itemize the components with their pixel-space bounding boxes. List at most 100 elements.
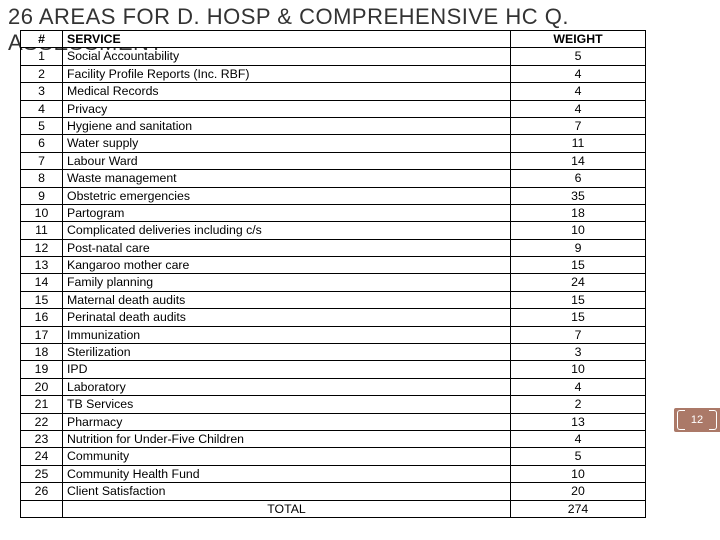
table-row: 10Partogram18 [21, 204, 646, 221]
cell-service: Family planning [63, 274, 511, 291]
table-row: 17Immunization7 [21, 326, 646, 343]
cell-weight: 10 [511, 465, 646, 482]
cell-service: Community Health Fund [63, 465, 511, 482]
table-row: 18Sterilization3 [21, 344, 646, 361]
cell-weight: 15 [511, 309, 646, 326]
cell-number: 20 [21, 378, 63, 395]
col-header-weight: WEIGHT [511, 31, 646, 48]
cell-number: 23 [21, 430, 63, 447]
slide-number: 12 [691, 414, 703, 426]
cell-number: 18 [21, 344, 63, 361]
cell-weight: 14 [511, 152, 646, 169]
cell-weight: 9 [511, 239, 646, 256]
cell-number: 6 [21, 135, 63, 152]
cell-number: 19 [21, 361, 63, 378]
cell-number: 17 [21, 326, 63, 343]
cell-weight: 20 [511, 483, 646, 500]
cell-weight: 3 [511, 344, 646, 361]
cell-weight: 10 [511, 222, 646, 239]
table-total-row: TOTAL274 [21, 500, 646, 517]
table-body: 1Social Accountability52Facility Profile… [21, 48, 646, 518]
cell-service: Hygiene and sanitation [63, 117, 511, 134]
cell-service: Sterilization [63, 344, 511, 361]
cell-number: 11 [21, 222, 63, 239]
table-row: 21TB Services2 [21, 396, 646, 413]
cell-service: Post-natal care [63, 239, 511, 256]
cell-weight: 15 [511, 257, 646, 274]
cell-number: 5 [21, 117, 63, 134]
table-row: 3Medical Records4 [21, 83, 646, 100]
cell-number: 22 [21, 413, 63, 430]
table-row: 6Water supply11 [21, 135, 646, 152]
cell-number: 16 [21, 309, 63, 326]
cell-service: Client Satisfaction [63, 483, 511, 500]
table-row: 13Kangaroo mother care15 [21, 257, 646, 274]
cell-number: 2 [21, 65, 63, 82]
cell-service: Maternal death audits [63, 291, 511, 308]
table-row: 7Labour Ward14 [21, 152, 646, 169]
cell-number: 10 [21, 204, 63, 221]
cell-number: 3 [21, 83, 63, 100]
table-row: 4Privacy4 [21, 100, 646, 117]
cell-number: 8 [21, 170, 63, 187]
table-row: 2Facility Profile Reports (Inc. RBF)4 [21, 65, 646, 82]
cell-total-label: TOTAL [63, 500, 511, 517]
cell-weight: 11 [511, 135, 646, 152]
cell-weight: 5 [511, 448, 646, 465]
table-row: 16Perinatal death audits15 [21, 309, 646, 326]
cell-service: Complicated deliveries including c/s [63, 222, 511, 239]
cell-weight: 10 [511, 361, 646, 378]
table-row: 8Waste management6 [21, 170, 646, 187]
table-row: 5Hygiene and sanitation7 [21, 117, 646, 134]
cell-service: Facility Profile Reports (Inc. RBF) [63, 65, 511, 82]
cell-service: Water supply [63, 135, 511, 152]
cell-weight: 7 [511, 326, 646, 343]
table-row: 9Obstetric emergencies35 [21, 187, 646, 204]
slide-number-badge: 12 [674, 408, 720, 432]
cell-weight: 4 [511, 65, 646, 82]
table-row: 1Social Accountability5 [21, 48, 646, 65]
assessment-table-wrap: # SERVICE WEIGHT 1Social Accountability5… [20, 30, 645, 518]
cell-service: Waste management [63, 170, 511, 187]
cell-service: Perinatal death audits [63, 309, 511, 326]
cell-weight: 6 [511, 170, 646, 187]
cell-service: TB Services [63, 396, 511, 413]
cell-number: 13 [21, 257, 63, 274]
cell-weight: 35 [511, 187, 646, 204]
col-header-number: # [21, 31, 63, 48]
cell-weight: 18 [511, 204, 646, 221]
cell-service: Obstetric emergencies [63, 187, 511, 204]
table-row: 19IPD10 [21, 361, 646, 378]
cell-service: IPD [63, 361, 511, 378]
cell-service: Nutrition for Under-Five Children [63, 430, 511, 447]
cell-service: Labour Ward [63, 152, 511, 169]
cell-service: Privacy [63, 100, 511, 117]
cell-weight: 4 [511, 430, 646, 447]
cell-number: 21 [21, 396, 63, 413]
cell-service: Laboratory [63, 378, 511, 395]
cell-weight: 15 [511, 291, 646, 308]
cell-number: 15 [21, 291, 63, 308]
cell-number: 25 [21, 465, 63, 482]
cell-weight: 13 [511, 413, 646, 430]
table-row: 20Laboratory4 [21, 378, 646, 395]
cell-service: Social Accountability [63, 48, 511, 65]
table-row: 11Complicated deliveries including c/s10 [21, 222, 646, 239]
cell-number: 12 [21, 239, 63, 256]
cell-service: Pharmacy [63, 413, 511, 430]
cell-service: Immunization [63, 326, 511, 343]
table-row: 15Maternal death audits15 [21, 291, 646, 308]
table-row: 26Client Satisfaction20 [21, 483, 646, 500]
cell-weight: 4 [511, 83, 646, 100]
cell-number: 4 [21, 100, 63, 117]
cell-weight: 2 [511, 396, 646, 413]
table-header-row: # SERVICE WEIGHT [21, 31, 646, 48]
cell-number: 7 [21, 152, 63, 169]
cell-service: Kangaroo mother care [63, 257, 511, 274]
cell-service: Medical Records [63, 83, 511, 100]
cell-total-weight: 274 [511, 500, 646, 517]
cell-number: 1 [21, 48, 63, 65]
table-row: 25Community Health Fund10 [21, 465, 646, 482]
table-row: 12Post-natal care9 [21, 239, 646, 256]
table-row: 23Nutrition for Under-Five Children4 [21, 430, 646, 447]
